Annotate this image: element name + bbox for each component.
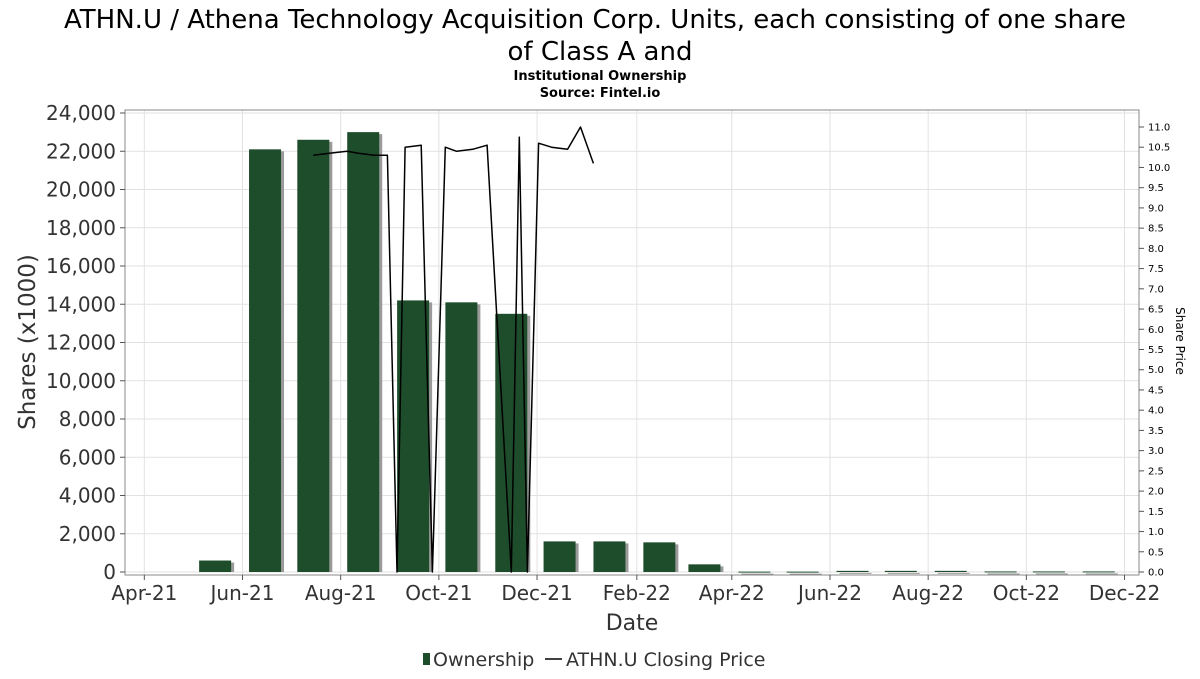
x-tick-label: Dec-21	[501, 581, 572, 605]
y2-tick-label: 3.0	[1148, 446, 1164, 457]
y2-tick-label: 2.5	[1148, 466, 1164, 477]
x-tick-label: Oct-22	[993, 581, 1060, 605]
y2-tick-label: 0.0	[1148, 568, 1164, 579]
y-tick-label: 14,000	[46, 292, 116, 316]
y2-tick-label: 2.0	[1148, 487, 1164, 498]
y-tick-label: 16,000	[46, 254, 116, 278]
ownership-bar	[297, 139, 330, 572]
legend-ownership-label: Ownership	[433, 649, 534, 671]
y-tick-label: 8,000	[59, 407, 116, 431]
x-tick-label: Feb-22	[603, 581, 671, 605]
y-tick-label: 2,000	[59, 522, 116, 546]
x-tick-label: Apr-22	[699, 581, 765, 605]
line-layer	[313, 126, 595, 573]
chart-title-line1: ATHN.U / Athena Technology Acquisition C…	[64, 5, 1126, 35]
legend-price-label: ATHN.U Closing Price	[566, 649, 765, 671]
y2-tick-label: 5.0	[1148, 365, 1164, 376]
ownership-bar	[1032, 571, 1065, 573]
y2-tick-label: 4.0	[1148, 406, 1164, 417]
y2-tick-label: 6.0	[1148, 325, 1164, 336]
y-tick-label: 12,000	[46, 331, 116, 355]
y2-tick-label: 7.0	[1148, 284, 1164, 295]
bar-shadow	[741, 573, 774, 575]
x-tick-label: Jun-22	[796, 581, 862, 605]
y-tick-label: 10,000	[46, 369, 116, 393]
y2-tick-label: 1.5	[1148, 507, 1164, 518]
legend-ownership-swatch	[423, 653, 430, 665]
y2-tick-label: 5.5	[1148, 345, 1164, 356]
ownership-bar	[495, 313, 528, 572]
y2-tick-label: 7.5	[1148, 264, 1164, 275]
chart-source: Source: Fintel.io	[540, 86, 661, 101]
y-tick-label: 24,000	[46, 101, 116, 125]
ownership-bar	[643, 542, 676, 572]
y-tick-label: 6,000	[59, 445, 116, 469]
y-tick-label: 0	[103, 560, 116, 584]
ownership-bar	[543, 541, 576, 572]
y2-axis-label: Share Price	[1173, 307, 1187, 375]
y2-tick-label: 3.5	[1148, 426, 1164, 437]
bar-shadow	[987, 573, 1020, 575]
y-tick-label: 18,000	[46, 216, 116, 240]
y2-tick-label: 9.0	[1148, 203, 1164, 214]
grid-layer	[125, 110, 1139, 575]
y2-tick-label: 0.5	[1148, 547, 1164, 558]
ownership-bar	[249, 149, 282, 572]
bar-shadow	[1035, 573, 1068, 575]
y2-tick-label: 8.0	[1148, 244, 1164, 255]
ownership-bar	[199, 560, 232, 572]
ownership-bar	[347, 132, 380, 572]
chart-subtitle: Institutional Ownership	[514, 69, 687, 84]
y2-tick-label: 10.5	[1148, 143, 1170, 154]
ownership-bar	[738, 571, 771, 573]
y-axis-label: Shares (x1000)	[15, 254, 41, 430]
axis-layer: 0 2,000 4,000 6,000 8,000 10,000 12,000 14,000 1…	[46, 101, 1170, 605]
ownership-bar	[836, 570, 869, 572]
y2-tick-label: 4.5	[1148, 385, 1164, 396]
x-tick-label: Aug-22	[892, 581, 964, 605]
chart-title-line2: of Class A and	[508, 37, 693, 67]
bar-shadow	[937, 572, 970, 574]
y-tick-label: 4,000	[59, 484, 116, 508]
ownership-bar	[786, 571, 819, 573]
ownership-bar	[397, 300, 430, 572]
ownership-bar	[593, 541, 626, 572]
ownership-bar	[934, 570, 967, 572]
x-tick-label: Apr-21	[111, 581, 177, 605]
bar-shadow	[1085, 573, 1118, 575]
x-tick-label: Dec-22	[1089, 581, 1160, 605]
x-tick-label: Aug-21	[305, 581, 377, 605]
y2-tick-label: 9.5	[1148, 183, 1164, 194]
y-tick-label: 20,000	[46, 178, 116, 202]
y2-tick-label: 6.5	[1148, 305, 1164, 316]
legend: Ownership ATHN.U Closing Price	[423, 649, 765, 671]
bar-shadow	[839, 572, 872, 574]
ownership-bar	[984, 571, 1017, 573]
bar-layer	[199, 132, 1118, 575]
bar-shadow	[887, 572, 920, 574]
y-tick-label: 22,000	[46, 139, 116, 163]
bar-shadow	[789, 573, 822, 575]
ownership-bar	[884, 570, 917, 572]
x-tick-label: Oct-21	[405, 581, 472, 605]
y2-tick-label: 8.5	[1148, 224, 1164, 235]
y2-tick-label: 10.0	[1148, 163, 1170, 174]
price-line	[313, 126, 595, 573]
ownership-bar	[445, 302, 478, 572]
y2-tick-label: 11.0	[1148, 123, 1170, 134]
ownership-bar	[688, 564, 721, 572]
ownership-bar	[1082, 571, 1115, 573]
x-axis-label: Date	[606, 611, 659, 636]
x-tick-label: Jun-21	[209, 581, 275, 605]
y2-tick-label: 1.0	[1148, 527, 1164, 538]
